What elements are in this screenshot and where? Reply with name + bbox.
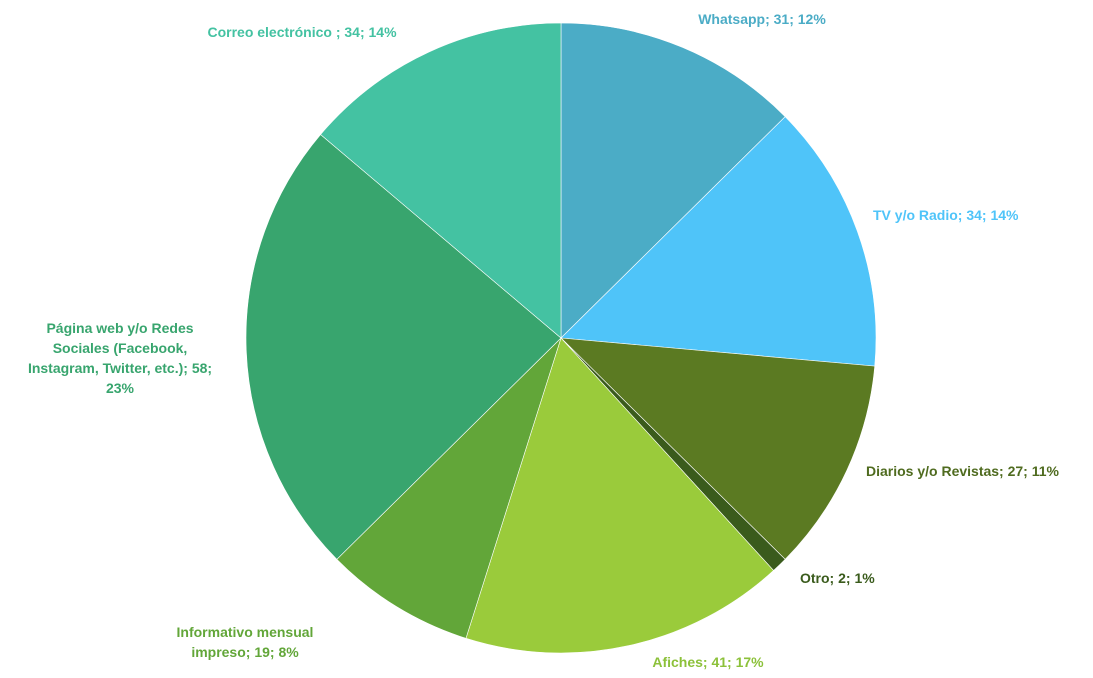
data-label-line: Instagram, Twitter, etc.); 58; — [0, 358, 240, 378]
data-label-text: Correo electrónico ; 34; 14% — [172, 22, 432, 42]
data-label-text: Otro; 2; 1% — [800, 568, 910, 588]
data-label-otro: Otro; 2; 1% — [800, 568, 910, 588]
data-label-tv-y-o-radio: TV y/o Radio; 34; 14% — [873, 205, 1063, 225]
data-label-afiches: Afiches; 41; 17% — [618, 652, 798, 672]
data-label-line: Sociales (Facebook, — [0, 338, 240, 358]
data-label-line: Página web y/o Redes — [0, 318, 240, 338]
data-label-whatsapp: Whatsapp; 31; 12% — [662, 9, 862, 29]
data-label-text: TV y/o Radio; 34; 14% — [873, 205, 1063, 225]
data-label-line: Informativo mensual — [130, 622, 360, 642]
data-label-text: Afiches; 41; 17% — [618, 652, 798, 672]
data-label-line: 23% — [0, 378, 240, 398]
data-label-diarios-y-o-revistas: Diarios y/o Revistas; 27; 11% — [866, 461, 1091, 481]
data-label-pagina-web-y-o-redes-sociales-facebook-instagram-twitter-etc: Página web y/o Redes Sociales (Facebook, I… — [0, 318, 240, 398]
data-label-line: impreso; 19; 8% — [130, 642, 360, 662]
data-label-text: Diarios y/o Revistas; 27; 11% — [866, 461, 1091, 481]
data-label-correo-electronico: Correo electrónico ; 34; 14% — [172, 22, 432, 42]
data-label-text: Whatsapp; 31; 12% — [662, 9, 862, 29]
data-label-informativo-mensual-impreso: Informativo mensual impreso; 19; 8% — [130, 622, 360, 662]
